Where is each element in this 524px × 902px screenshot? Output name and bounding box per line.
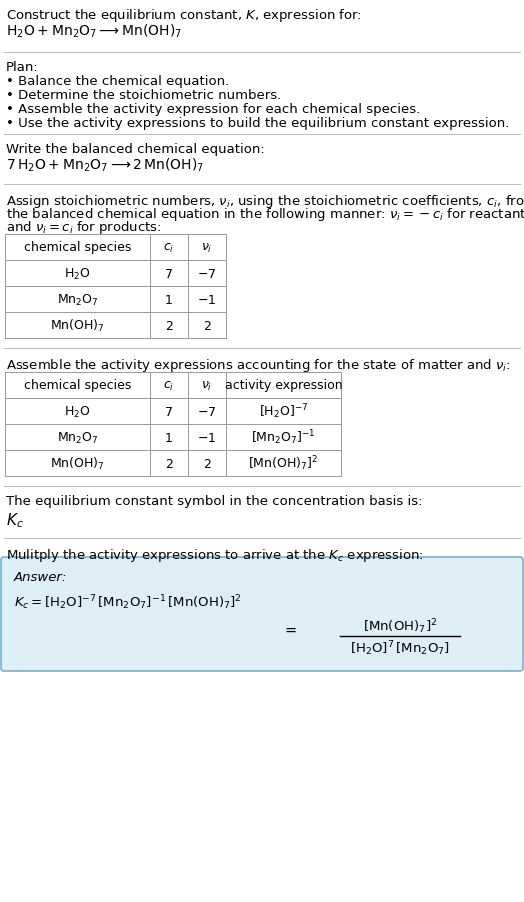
Text: $\nu_i$: $\nu_i$ [201,379,213,392]
Text: Assemble the activity expressions accounting for the state of matter and $\nu_i$: Assemble the activity expressions accoun… [6,356,511,373]
Text: and $\nu_i = c_i$ for products:: and $\nu_i = c_i$ for products: [6,219,161,235]
Text: 7: 7 [165,267,173,281]
Text: $[\mathrm{H_2O}]^{-7}$: $[\mathrm{H_2O}]^{-7}$ [259,402,308,421]
Text: Construct the equilibrium constant, $K$, expression for:: Construct the equilibrium constant, $K$,… [6,7,362,24]
Text: $-7$: $-7$ [198,405,217,418]
Text: $\mathrm{Mn(OH)_7}$: $\mathrm{Mn(OH)_7}$ [50,456,105,472]
Text: 2: 2 [165,319,173,332]
Text: $-1$: $-1$ [198,431,216,444]
FancyBboxPatch shape [1,557,523,671]
Text: chemical species: chemical species [24,379,131,392]
Text: $[\mathrm{Mn_2O_7}]^{-1}$: $[\mathrm{Mn_2O_7}]^{-1}$ [251,428,316,446]
Text: Answer:: Answer: [14,570,68,584]
Text: $\mathrm{H_2O}$: $\mathrm{H_2O}$ [64,266,91,281]
Text: 2: 2 [203,319,211,332]
Text: 2: 2 [203,457,211,470]
Text: • Assemble the activity expression for each chemical species.: • Assemble the activity expression for e… [6,103,420,115]
Text: 1: 1 [165,293,173,306]
Text: • Balance the chemical equation.: • Balance the chemical equation. [6,75,230,87]
Text: $\mathrm{7\,H_2O + Mn_2O_7 \longrightarrow 2\,Mn(OH)_7}$: $\mathrm{7\,H_2O + Mn_2O_7 \longrightarr… [6,157,204,174]
Text: $c_i$: $c_i$ [163,241,174,254]
Text: $-7$: $-7$ [198,267,217,281]
Text: $[\mathrm{H_2O}]^7\,[\mathrm{Mn_2O_7}]$: $[\mathrm{H_2O}]^7\,[\mathrm{Mn_2O_7}]$ [350,639,450,657]
Text: $\mathrm{Mn_2O_7}$: $\mathrm{Mn_2O_7}$ [57,430,99,445]
Text: 2: 2 [165,457,173,470]
Text: $K_c$: $K_c$ [6,511,24,529]
Text: $=$: $=$ [282,621,298,636]
Text: the balanced chemical equation in the following manner: $\nu_i = -c_i$ for react: the balanced chemical equation in the fo… [6,206,524,223]
Text: $\nu_i$: $\nu_i$ [201,241,213,254]
Text: $[\mathrm{Mn(OH)_7}]^2$: $[\mathrm{Mn(OH)_7}]^2$ [363,616,437,635]
Text: $\mathrm{H_2O + Mn_2O_7 \longrightarrow Mn(OH)_7}$: $\mathrm{H_2O + Mn_2O_7 \longrightarrow … [6,23,182,41]
Text: $[\mathrm{Mn(OH)_7}]^2$: $[\mathrm{Mn(OH)_7}]^2$ [248,454,319,473]
Text: $-1$: $-1$ [198,293,216,306]
Text: $\mathrm{H_2O}$: $\mathrm{H_2O}$ [64,404,91,419]
Text: $\mathrm{Mn(OH)_7}$: $\mathrm{Mn(OH)_7}$ [50,318,105,334]
Text: $c_i$: $c_i$ [163,379,174,392]
Text: 1: 1 [165,431,173,444]
Text: $\mathrm{Mn_2O_7}$: $\mathrm{Mn_2O_7}$ [57,292,99,308]
Text: 7: 7 [165,405,173,418]
Text: chemical species: chemical species [24,241,131,254]
Text: activity expression: activity expression [225,379,342,392]
Text: Write the balanced chemical equation:: Write the balanced chemical equation: [6,143,265,156]
Text: Mulitply the activity expressions to arrive at the $K_c$ expression:: Mulitply the activity expressions to arr… [6,547,424,564]
Text: • Use the activity expressions to build the equilibrium constant expression.: • Use the activity expressions to build … [6,117,509,130]
Text: Plan:: Plan: [6,61,39,74]
Text: $K_c = [\mathrm{H_2O}]^{-7}\,[\mathrm{Mn_2O_7}]^{-1}\,[\mathrm{Mn(OH)_7}]^2$: $K_c = [\mathrm{H_2O}]^{-7}\,[\mathrm{Mn… [14,593,242,611]
Text: Assign stoichiometric numbers, $\nu_i$, using the stoichiometric coefficients, $: Assign stoichiometric numbers, $\nu_i$, … [6,193,524,210]
Text: The equilibrium constant symbol in the concentration basis is:: The equilibrium constant symbol in the c… [6,494,422,508]
Text: • Determine the stoichiometric numbers.: • Determine the stoichiometric numbers. [6,89,281,102]
